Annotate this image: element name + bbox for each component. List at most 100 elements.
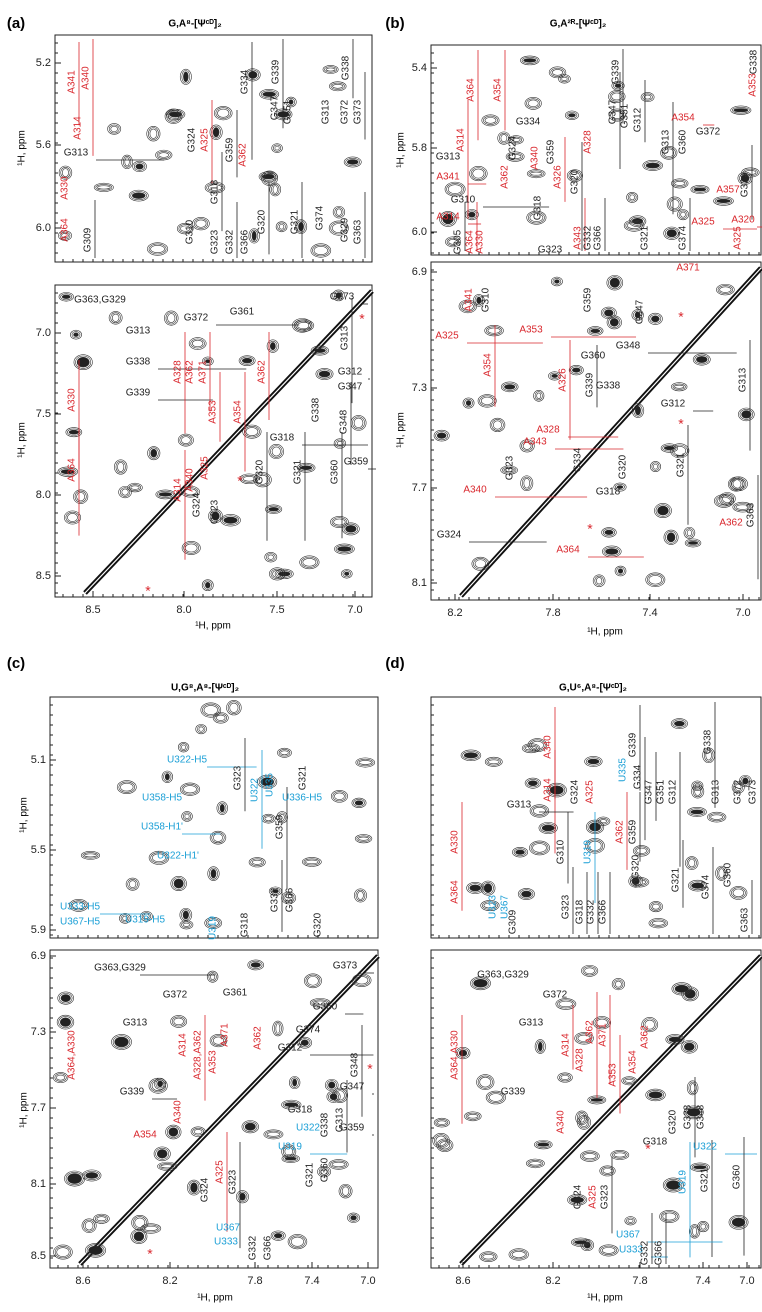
- x-axis-label: ¹H, ppm: [197, 1293, 233, 1304]
- peak-contour: [179, 907, 193, 922]
- peak-contour: [432, 1133, 450, 1149]
- peak-contour: [60, 994, 71, 1003]
- peak-contour: [466, 881, 485, 894]
- peak-label: A325: [215, 1160, 226, 1184]
- peak-contour: [180, 225, 191, 232]
- peak-contour: [660, 1211, 678, 1222]
- peak-contour: [60, 166, 71, 179]
- peak-label: G332: [583, 225, 594, 250]
- peak-contour: [642, 93, 653, 101]
- peak-contour: [68, 899, 89, 912]
- peak-contour: [62, 168, 69, 178]
- peak-contour: [568, 365, 584, 376]
- peak-label: A326: [558, 368, 569, 392]
- peak-contour: [433, 1134, 449, 1148]
- peak-contour: [734, 783, 742, 791]
- peak-contour: [202, 356, 214, 366]
- peak-contour: [609, 318, 619, 327]
- peak-contour: [481, 114, 500, 127]
- lower-spectrum: [430, 949, 762, 1269]
- peak-contour: [733, 108, 749, 113]
- peak-contour: [601, 1247, 616, 1254]
- peak-contour: [300, 556, 318, 568]
- peak-contour: [330, 82, 345, 90]
- peak-contour: [733, 782, 744, 793]
- peak-contour: [96, 1216, 107, 1222]
- y-tick-label: 5.2: [36, 57, 51, 69]
- peak-contour: [622, 1077, 636, 1084]
- peak-label: A371: [598, 1023, 609, 1047]
- peak-contour: [440, 212, 456, 226]
- peak-contour: [608, 276, 622, 290]
- peak-contour: [121, 488, 129, 496]
- peak-contour: [133, 1231, 145, 1242]
- peak-contour: [183, 542, 200, 554]
- peak-contour: [696, 356, 708, 363]
- peak-label: A325: [585, 780, 596, 804]
- peak-contour: [616, 485, 624, 489]
- peak-contour: [575, 1110, 589, 1126]
- peak-contour: [157, 1080, 163, 1088]
- peak-contour: [458, 1049, 468, 1057]
- peak-label: G359: [628, 819, 639, 844]
- x-tick-label: 8.2: [162, 1275, 177, 1287]
- peak-contour: [282, 892, 295, 903]
- peak-label: G329: [340, 217, 351, 242]
- peak-contour: [209, 1034, 228, 1048]
- peak-contour: [552, 69, 563, 76]
- peak-contour: [487, 1092, 505, 1103]
- peak-contour: [521, 890, 532, 898]
- peak-contour: [527, 1160, 544, 1167]
- peak-contour: [121, 154, 133, 169]
- peak-label: G338: [596, 381, 621, 392]
- peak-label: A362: [585, 1020, 596, 1044]
- peak-label: G310: [481, 287, 492, 312]
- peak-contour: [713, 196, 734, 206]
- peak-contour: [524, 777, 541, 789]
- peak-label: *: [678, 309, 684, 325]
- peak-label: G359: [275, 814, 286, 839]
- peak-contour: [659, 1210, 680, 1223]
- peak-contour: [84, 1221, 94, 1231]
- peak-contour: [298, 464, 314, 472]
- peak-contour: [343, 523, 359, 534]
- peak-contour: [469, 884, 481, 892]
- peak-contour: [670, 718, 688, 730]
- peak-contour: [714, 197, 733, 205]
- peak-contour: [108, 124, 120, 134]
- peak-contour: [671, 982, 692, 996]
- peak-label: A330: [60, 176, 71, 200]
- peak-contour: [662, 1177, 684, 1193]
- peak-contour: [330, 516, 349, 528]
- peak-contour: [630, 876, 650, 888]
- peak-contour: [645, 572, 666, 588]
- peak-contour: [669, 199, 680, 209]
- peak-contour: [73, 332, 79, 337]
- peak-contour: [179, 68, 192, 85]
- peak-label: A354: [493, 78, 504, 102]
- peak-contour: [550, 276, 563, 287]
- peak-contour: [211, 511, 220, 521]
- peak-contour: [457, 1048, 469, 1058]
- peak-contour: [54, 1073, 67, 1082]
- peak-contour: [663, 446, 675, 451]
- peak-contour: [688, 1224, 701, 1239]
- peak-contour: [282, 1101, 300, 1109]
- peak-contour: [596, 816, 611, 826]
- peak-contour: [256, 474, 269, 485]
- peak-contour: [295, 320, 313, 331]
- peak-contour: [479, 1076, 492, 1088]
- peak-contour: [240, 356, 254, 365]
- peak-contour: [164, 108, 183, 124]
- upper-spectrum: [54, 34, 373, 263]
- peak-contour: [58, 230, 72, 241]
- x-tick-label: 8.2: [447, 607, 462, 619]
- peak-contour: [353, 974, 370, 986]
- peak-contour: [190, 1182, 198, 1193]
- peak-contour: [534, 1039, 546, 1054]
- peak-contour: [524, 97, 542, 110]
- peak-contour: [71, 331, 81, 339]
- peak-contour: [566, 169, 583, 182]
- peak-contour: [491, 419, 504, 431]
- peak-contour: [172, 877, 186, 890]
